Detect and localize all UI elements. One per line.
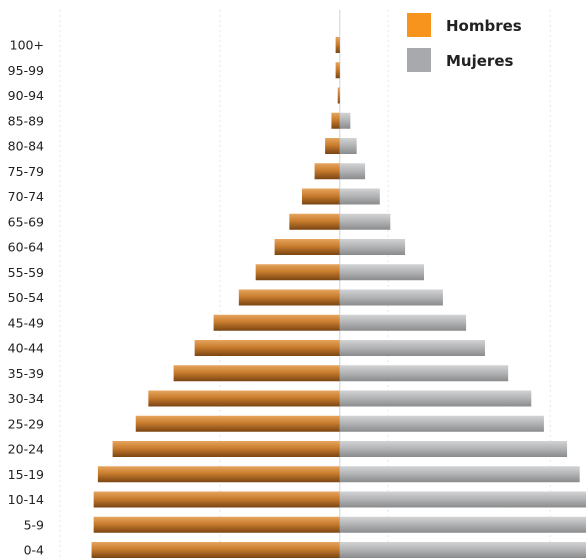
- y-tick-label: 60-64: [8, 240, 44, 255]
- bar-mujeres-45-49: [339, 314, 467, 331]
- bar-mujeres-80-84: [339, 138, 357, 154]
- y-tick-label: 75-79: [8, 164, 44, 179]
- bar-hombres-35-39: [173, 365, 340, 382]
- y-axis-tick-labels: 100+ 95-99 90-94 85-89 80-84 75-79 70-74 65-69 6…: [8, 38, 44, 558]
- bar-hombres-5-9: [93, 516, 340, 533]
- bar-hombres-0-4: [91, 542, 340, 558]
- bar-mujeres-50-54: [339, 289, 443, 306]
- y-tick-label: 20-24: [8, 442, 44, 457]
- y-tick-label: 80-84: [8, 139, 44, 154]
- bar-mujeres-25-29: [339, 415, 544, 432]
- bar-mujeres-85-89: [339, 112, 351, 129]
- y-tick-label: 25-29: [8, 416, 44, 431]
- bar-mujeres-60-64: [339, 239, 406, 255]
- y-tick-label: 35-39: [8, 366, 44, 381]
- y-tick-label: 55-59: [8, 265, 44, 280]
- bar-mujeres-55-59: [339, 264, 424, 281]
- y-tick-label: 30-34: [8, 391, 44, 406]
- y-tick-label: 5-9: [24, 517, 44, 532]
- bar-mujeres-30-34: [339, 390, 532, 407]
- y-tick-label: 85-89: [8, 113, 44, 128]
- bar-hombres-40-44: [194, 340, 340, 356]
- bar-mujeres-15-19: [339, 466, 580, 483]
- bar-hombres-60-64: [274, 239, 340, 255]
- y-tick-label: 100+: [10, 38, 44, 53]
- y-tick-label: 0-4: [24, 543, 44, 558]
- bar-hombres-25-29: [135, 415, 340, 432]
- bar-hombres-65-69: [289, 213, 340, 230]
- bar-hombres-55-59: [255, 264, 340, 281]
- bar-hombres-15-19: [97, 466, 340, 483]
- y-tick-label: 15-19: [8, 467, 44, 482]
- bar-hombres-30-34: [148, 390, 340, 407]
- bar-mujeres-40-44: [339, 340, 486, 356]
- y-tick-label: 50-54: [8, 290, 44, 305]
- bar-mujeres-75-79: [339, 163, 366, 180]
- legend-label-hombres: Hombres: [446, 17, 522, 35]
- bar-hombres-80-84: [325, 138, 340, 154]
- legend-swatch-hombres: [407, 13, 431, 37]
- bar-hombres-85-89: [331, 112, 340, 129]
- y-tick-label: 45-49: [8, 315, 44, 330]
- bar-hombres-100+: [335, 37, 340, 53]
- y-tick-label: 65-69: [8, 214, 44, 229]
- bar-mujeres-10-14: [339, 491, 586, 508]
- bar-hombres-90-94: [337, 87, 340, 104]
- bar-mujeres-0-4: [339, 542, 586, 558]
- bar-hombres-95-99: [335, 62, 340, 79]
- y-tick-label: 40-44: [8, 341, 44, 356]
- y-tick-label: 95-99: [8, 63, 44, 78]
- y-tick-label: 90-94: [8, 88, 44, 103]
- bar-mujeres-20-24: [339, 441, 568, 457]
- y-tick-label: 70-74: [8, 189, 44, 204]
- bar-hombres-50-54: [238, 289, 340, 306]
- bar-hombres-20-24: [112, 441, 340, 457]
- legend: Hombres Mujeres: [407, 13, 522, 72]
- bar-hombres-70-74: [301, 188, 340, 205]
- bar-mujeres-70-74: [339, 188, 380, 205]
- y-tick-label: 10-14: [8, 492, 44, 507]
- bar-mujeres-65-69: [339, 213, 391, 230]
- bar-hombres-45-49: [213, 314, 340, 331]
- bar-hombres-75-79: [314, 163, 340, 180]
- bars-group: [91, 37, 586, 558]
- bar-mujeres-5-9: [339, 516, 586, 533]
- bar-hombres-10-14: [93, 491, 340, 508]
- legend-swatch-mujeres: [407, 48, 431, 72]
- legend-label-mujeres: Mujeres: [446, 52, 513, 70]
- bar-mujeres-35-39: [339, 365, 509, 382]
